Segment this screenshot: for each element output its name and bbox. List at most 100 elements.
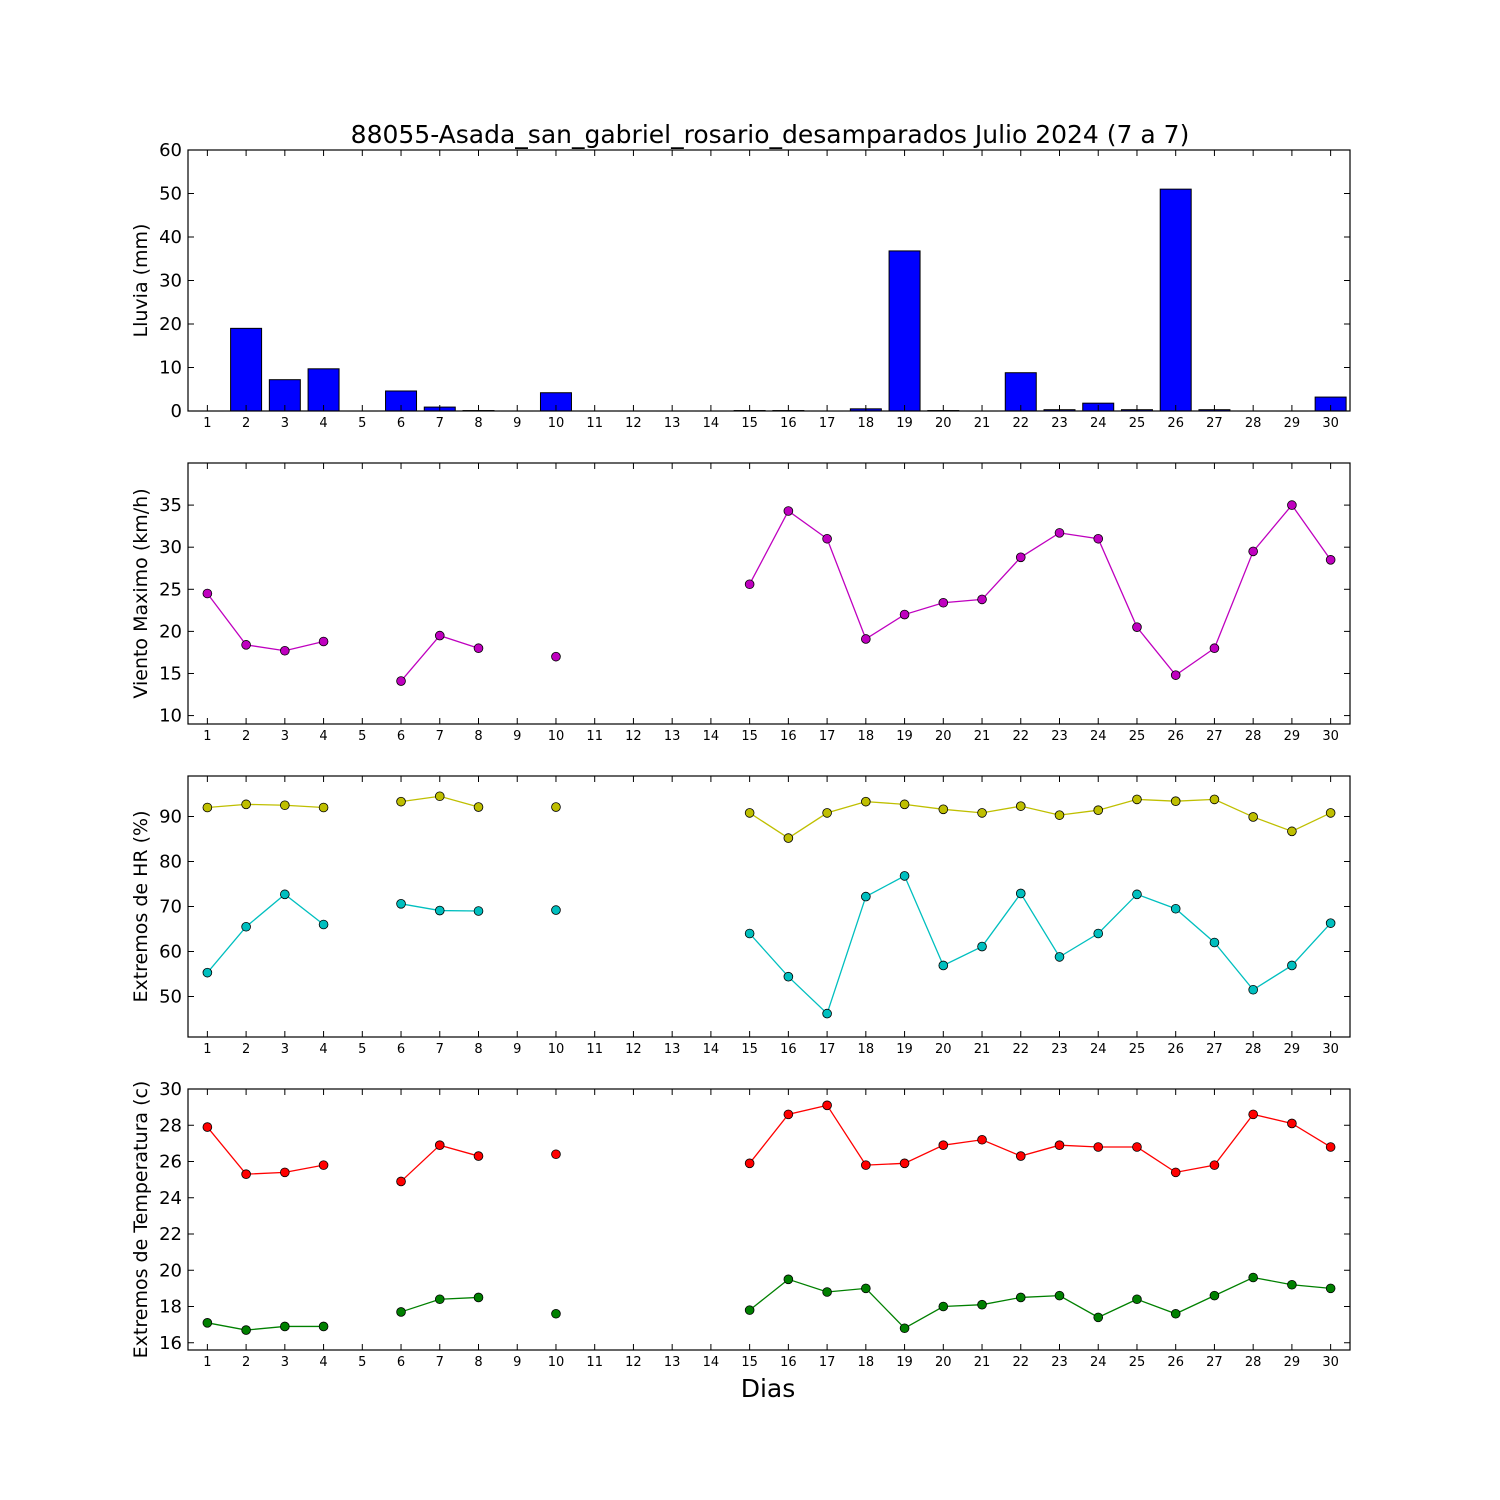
series-0-point-day-26 xyxy=(1170,1167,1181,1178)
series-0-point-day-28 xyxy=(1248,812,1258,822)
series-1-point-day-30 xyxy=(1325,1283,1336,1294)
series-0-point-day-27 xyxy=(1209,643,1220,654)
series-0-point-day-6 xyxy=(396,676,406,686)
series-0-point-day-4 xyxy=(318,1160,329,1170)
y-tick-label: 40 xyxy=(159,227,182,248)
rain-bar-day-19 xyxy=(888,250,921,412)
x-tick-label: 23 xyxy=(1051,416,1068,431)
rain-bar-day-3 xyxy=(268,379,301,412)
series-0-point-day-18 xyxy=(861,796,871,807)
series-0-point-day-2 xyxy=(241,1169,251,1179)
series-0-line-segment xyxy=(749,1104,1331,1174)
panel-4-frame xyxy=(187,1088,1351,1351)
x-tick-label: 22 xyxy=(1012,416,1029,431)
x-tick-label: 19 xyxy=(896,729,913,744)
x-tick-label: 8 xyxy=(474,729,482,744)
series-0-point-day-19 xyxy=(899,609,910,620)
x-tick-label: 10 xyxy=(548,1355,565,1370)
x-tick-label: 19 xyxy=(896,1355,913,1370)
y-tick-label: 50 xyxy=(159,987,182,1008)
x-tick-label: 7 xyxy=(436,729,444,744)
series-1-point-day-16 xyxy=(783,1274,794,1285)
series-1-point-day-21 xyxy=(977,941,987,952)
series-1-point-day-7 xyxy=(434,905,445,916)
series-0-point-day-17 xyxy=(822,1100,832,1111)
x-tick-label: 4 xyxy=(319,1042,327,1057)
series-0-point-day-29 xyxy=(1287,500,1297,510)
x-tick-label: 16 xyxy=(780,1355,797,1370)
y-tick-label: 20 xyxy=(159,621,182,642)
series-0-point-day-2 xyxy=(241,799,251,810)
x-tick-label: 15 xyxy=(741,1355,758,1370)
series-0-point-day-6 xyxy=(396,796,406,807)
series-1-point-day-3 xyxy=(280,889,290,900)
series-1-point-day-28 xyxy=(1248,1272,1258,1283)
series-1-point-day-16 xyxy=(783,971,794,982)
x-tick-label: 10 xyxy=(548,729,565,744)
series-1-point-day-25 xyxy=(1132,1294,1142,1305)
panel-2-frame xyxy=(187,462,1351,725)
x-tick-label: 17 xyxy=(819,1355,836,1370)
x-tick-label: 27 xyxy=(1206,729,1223,744)
series-1-point-day-20 xyxy=(938,960,949,971)
y-tick-label: 28 xyxy=(159,1115,182,1136)
x-tick-label: 26 xyxy=(1167,1042,1184,1057)
x-tick-label: 11 xyxy=(586,1355,603,1370)
x-tick-label: 23 xyxy=(1051,1355,1068,1370)
series-1-line-segment xyxy=(749,874,1332,1015)
x-tick-label: 26 xyxy=(1167,416,1184,431)
x-tick-label: 12 xyxy=(625,416,642,431)
series-1-point-day-25 xyxy=(1132,889,1142,900)
series-1-point-day-4 xyxy=(318,1321,329,1332)
x-tick-label: 12 xyxy=(625,1355,642,1370)
y-tick-label: 0 xyxy=(171,401,182,422)
series-1-point-day-26 xyxy=(1170,1308,1181,1319)
x-tick-label: 21 xyxy=(974,1042,991,1057)
series-0-point-day-20 xyxy=(938,1140,949,1150)
series-1-point-day-29 xyxy=(1287,960,1297,971)
y-tick-label: 24 xyxy=(159,1188,182,1209)
x-tick-label: 14 xyxy=(703,1355,720,1370)
series-0-point-day-7 xyxy=(434,1140,445,1150)
series-0-point-day-1 xyxy=(202,588,213,599)
series-1-point-day-4 xyxy=(318,919,329,930)
x-tick-label: 18 xyxy=(858,416,875,431)
x-tick-label: 30 xyxy=(1322,729,1339,744)
y-axis-label: Extremos de HR (%) xyxy=(130,810,152,1002)
series-0-point-day-1 xyxy=(202,802,213,813)
series-1-line-segment xyxy=(207,1322,324,1331)
x-tick-label: 16 xyxy=(780,1042,797,1057)
series-0-point-day-25 xyxy=(1132,622,1142,632)
series-1-line-segment xyxy=(749,1276,1331,1330)
series-0-point-day-25 xyxy=(1132,794,1142,805)
x-tick-label: 19 xyxy=(896,1042,913,1057)
x-tick-label: 5 xyxy=(358,729,366,744)
series-0-point-day-15 xyxy=(744,579,755,590)
x-tick-label: 14 xyxy=(703,416,720,431)
series-1-point-day-3 xyxy=(280,1321,290,1332)
series-0-point-day-24 xyxy=(1093,1142,1104,1152)
series-1-point-day-19 xyxy=(899,871,910,881)
x-tick-label: 21 xyxy=(974,1355,991,1370)
y-tick-label: 10 xyxy=(159,706,182,727)
series-1-point-day-1 xyxy=(202,1318,213,1328)
series-0-point-day-1 xyxy=(202,1122,213,1132)
x-tick-label: 14 xyxy=(703,1042,720,1057)
series-0-point-day-30 xyxy=(1325,1142,1336,1152)
series-0-point-day-3 xyxy=(280,800,290,811)
x-tick-label: 29 xyxy=(1284,1042,1301,1057)
series-1-point-day-20 xyxy=(938,1301,949,1312)
y-tick-label: 16 xyxy=(159,1333,182,1354)
x-tick-label: 15 xyxy=(741,729,758,744)
x-tick-label: 18 xyxy=(858,1042,875,1057)
series-1-point-day-6 xyxy=(396,898,406,909)
x-tick-label: 3 xyxy=(281,1042,289,1057)
series-0-line-segment xyxy=(749,504,1332,677)
series-0-point-day-28 xyxy=(1248,1109,1258,1120)
series-0-point-day-24 xyxy=(1093,533,1104,544)
series-1-point-day-15 xyxy=(744,1305,755,1315)
x-tick-label: 21 xyxy=(974,729,991,744)
series-1-point-day-17 xyxy=(822,1287,832,1297)
series-0-point-day-8 xyxy=(473,643,484,654)
series-0-point-day-18 xyxy=(861,634,871,644)
